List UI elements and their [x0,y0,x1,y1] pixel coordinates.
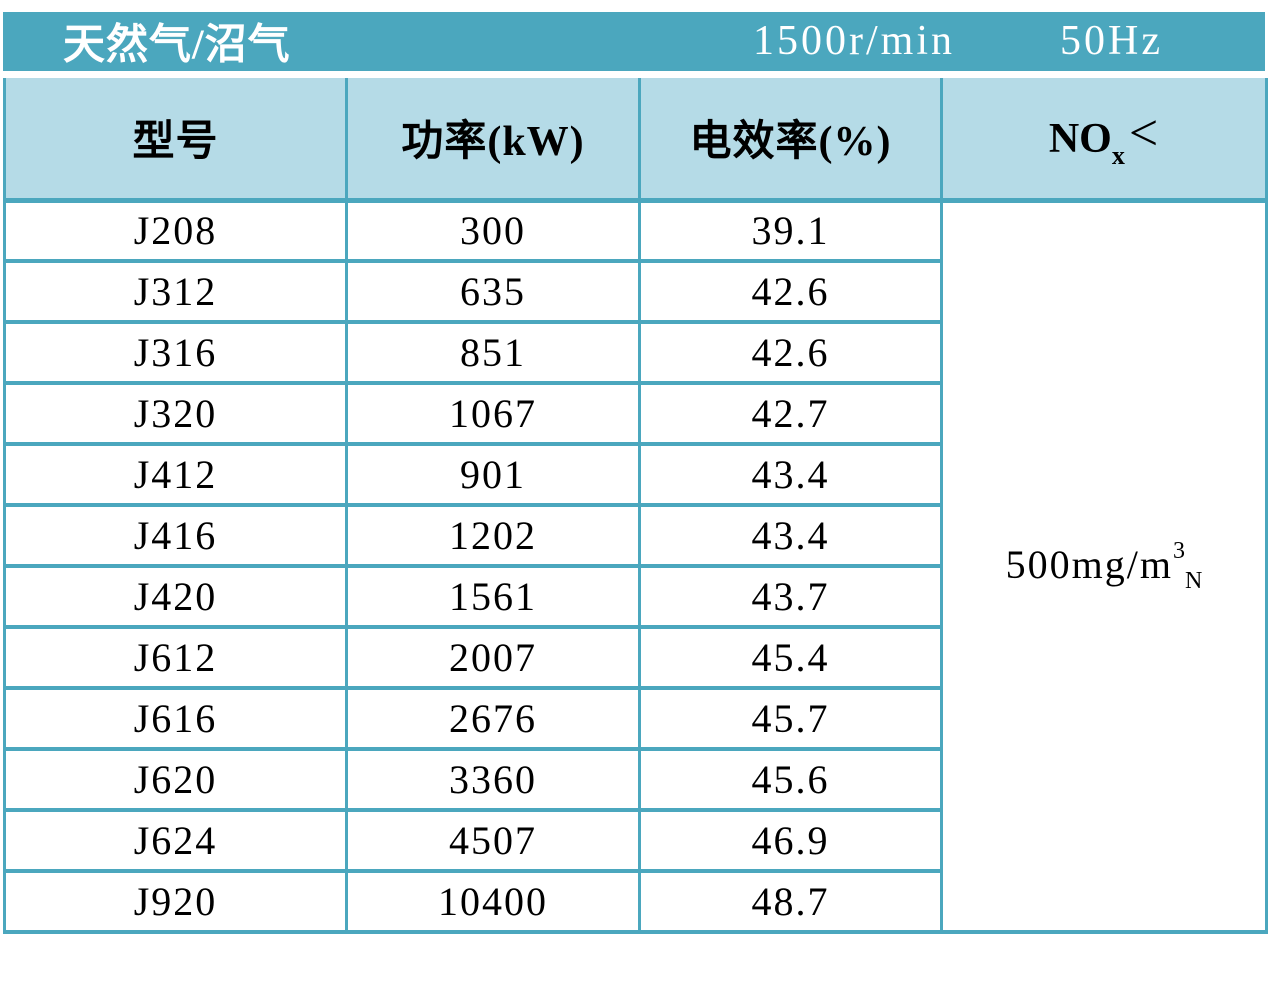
nox-limit-subscript: N [1185,567,1203,594]
model-cell: J312 [3,259,348,324]
power-cell: 1561 [345,564,641,629]
model-cell: J320 [3,381,348,446]
nox-limit-prefix: 500mg/m [1005,541,1173,587]
column-header-efficiency: 电效率(%) [638,78,943,203]
table-row: J316 851 42.6 [3,320,1267,385]
power-cell: 300 [345,198,641,263]
table-row: J920 10400 48.7 [3,869,1267,934]
table-header-row: 型号 功率(kW) 电效率(%) NOx< [3,78,1268,203]
engine-speed-label: 1500r/min [753,17,955,64]
frequency-label: 50Hz [1060,17,1163,64]
table-row: J624 4507 46.9 [3,808,1267,873]
power-cell: 10400 [345,869,641,934]
power-cell: 4507 [345,808,641,873]
column-header-nox: NOx< [940,78,1268,203]
column-header-model: 型号 [3,78,348,203]
table-row: J412 901 43.4 [3,442,1267,507]
power-cell: 2676 [345,686,641,751]
efficiency-cell: 46.9 [638,808,943,873]
engine-spec-table: 型号 功率(kW) 电效率(%) NOx< J208 300 39.1 500mg/m… [3,78,1268,934]
efficiency-cell: 48.7 [638,869,943,934]
title-band: 天然气/沼气 1500r/min 50Hz [3,12,1265,71]
nox-label-base: NO [1048,116,1112,163]
power-cell: 3360 [345,747,641,812]
table-row: J312 635 42.6 [3,259,1267,324]
model-cell: J920 [3,869,348,934]
table-body: J208 300 39.1 500mg/m3N J312 635 42.6 J316 851 42… [3,198,1268,934]
model-cell: J420 [3,564,348,629]
nox-limit-cell: 500mg/m3N [940,198,1268,934]
efficiency-cell: 42.6 [638,320,943,385]
efficiency-cell: 45.6 [638,747,943,812]
efficiency-cell: 43.7 [638,564,943,629]
nox-limit-superscript: 3 [1173,537,1185,564]
efficiency-cell: 45.4 [638,625,943,690]
table-row: J320 1067 42.7 [3,381,1267,446]
table-row: J208 300 39.1 500mg/m3N [3,198,1268,934]
table-row: J416 1202 43.4 [3,503,1267,568]
model-cell: J624 [3,808,348,873]
power-cell: 901 [345,442,641,507]
model-cell: J316 [3,320,348,385]
fuel-type-label: 天然气/沼气 [63,21,291,68]
model-cell: J208 [3,198,348,263]
model-cell: J416 [3,503,348,568]
model-cell: J412 [3,442,348,507]
efficiency-cell: 39.1 [638,198,943,263]
model-cell: J620 [3,747,348,812]
table-row: J612 2007 45.4 [3,625,1267,690]
power-cell: 1067 [345,381,641,446]
power-cell: 851 [345,320,641,385]
efficiency-cell: 43.4 [638,442,943,507]
nox-label-subscript: x [1111,141,1125,171]
model-cell: J616 [3,686,348,751]
efficiency-cell: 43.4 [638,503,943,568]
column-header-power: 功率(kW) [345,78,641,203]
table-row: J420 1561 43.7 [3,564,1267,629]
power-cell: 635 [345,259,641,324]
power-cell: 1202 [345,503,641,568]
efficiency-cell: 42.6 [638,259,943,324]
power-cell: 2007 [345,625,641,690]
efficiency-cell: 45.7 [638,686,943,751]
model-cell: J612 [3,625,348,690]
table-row: J616 2676 45.7 [3,686,1267,751]
less-than-symbol: < [1128,105,1160,163]
efficiency-cell: 42.7 [638,381,943,446]
table-row: J620 3360 45.6 [3,747,1267,812]
